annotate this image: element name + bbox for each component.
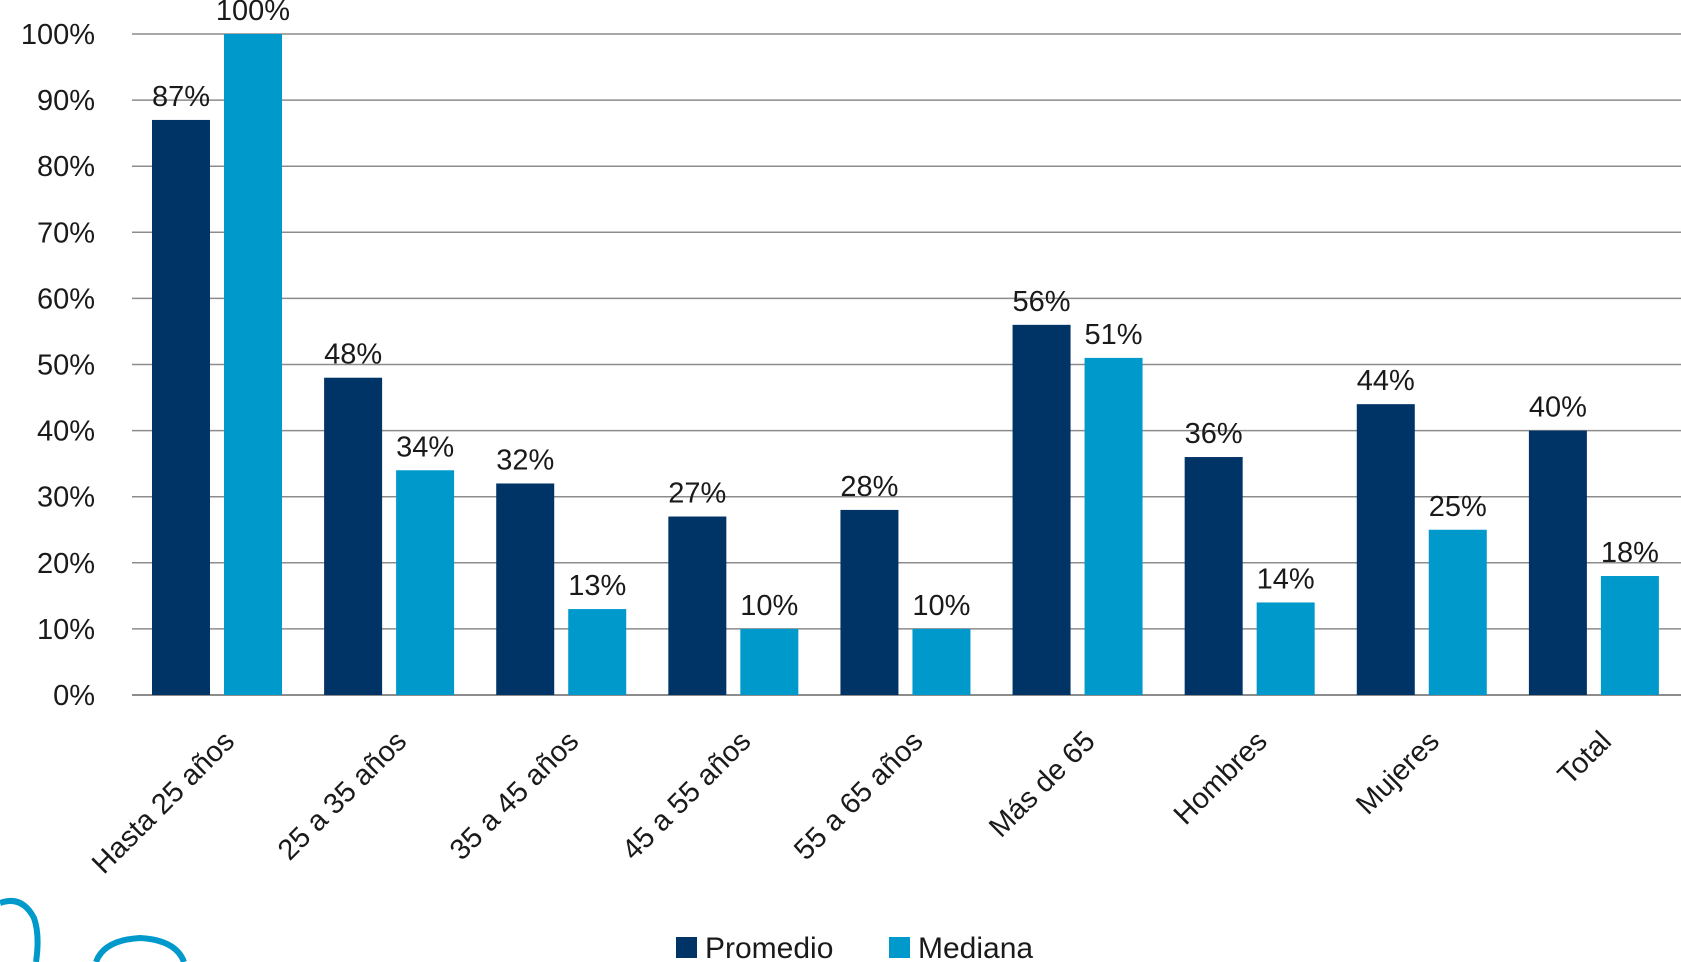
bar-mediana-mujeres xyxy=(1428,529,1487,695)
bar-promedio-total xyxy=(1528,430,1587,695)
y-tick-label: 10% xyxy=(37,614,95,646)
category-label-total: Total xyxy=(1552,725,1618,791)
data-label-mediana-total: 18% xyxy=(1601,537,1659,569)
category-label-45-a-55-anos: 45 a 55 años xyxy=(616,725,757,866)
y-tick-label: 50% xyxy=(37,350,95,382)
data-label-mediana-hasta-25-anos: 100% xyxy=(216,0,290,27)
category-label-25-a-35-anos: 25 a 35 años xyxy=(272,725,413,866)
bar-promedio-mujeres xyxy=(1356,404,1415,695)
bar-mediana-hasta-25-anos xyxy=(224,34,282,695)
bar-promedio-hombres xyxy=(1184,457,1243,695)
data-label-mediana-mas-de-65: 51% xyxy=(1085,319,1143,351)
bar-promedio-mas-de-65 xyxy=(1012,324,1071,695)
y-axis-ticks: 0% 10% 20% 30% 40% 50% 60% 70% 80% 90% 100% xyxy=(21,19,95,712)
data-label-mediana-25-a-35-anos: 34% xyxy=(396,431,454,463)
y-tick-label: 90% xyxy=(37,85,95,117)
data-label-mediana-mujeres: 25% xyxy=(1429,491,1487,523)
bar-promedio-25-a-35-anos xyxy=(324,377,383,695)
y-tick-label: 100% xyxy=(21,19,95,51)
data-label-promedio-mujeres: 44% xyxy=(1357,365,1415,397)
data-labels: 87% 100% 48% 34% 32% 13% 27% 10% 28% 10% 56% 51% 36%… xyxy=(152,0,1659,622)
data-label-mediana-35-a-45-anos: 13% xyxy=(568,570,626,602)
logo-arc-icon xyxy=(0,897,41,962)
y-tick-label: 60% xyxy=(37,283,95,315)
bar-mediana-total xyxy=(1600,576,1659,695)
category-label-mujeres: Mujeres xyxy=(1350,725,1446,821)
legend: Promedio Mediana xyxy=(676,932,1033,962)
bar-promedio-45-a-55-anos xyxy=(668,516,727,695)
y-tick-label: 20% xyxy=(37,548,95,580)
legend-label-promedio: Promedio xyxy=(705,932,833,962)
data-label-mediana-45-a-55-anos: 10% xyxy=(740,590,798,622)
category-label-35-a-45-anos: 35 a 45 años xyxy=(444,725,585,866)
legend-swatch-mediana xyxy=(889,937,910,958)
bar-mediana-45-a-55-anos xyxy=(740,628,799,695)
bar-mediana-25-a-35-anos xyxy=(396,470,455,695)
category-label-55-a-65-anos: 55 a 65 años xyxy=(788,725,929,866)
legend-swatch-promedio xyxy=(676,937,697,958)
data-label-promedio-35-a-45-anos: 32% xyxy=(496,444,554,476)
logo-letter-icon xyxy=(93,934,187,962)
bar-mediana-35-a-45-anos xyxy=(568,609,627,695)
brand-logo-icon xyxy=(0,897,187,962)
legend-label-mediana: Mediana xyxy=(918,932,1033,962)
y-tick-label: 30% xyxy=(37,482,95,514)
bar-mediana-mas-de-65 xyxy=(1084,357,1143,695)
category-label-hombres: Hombres xyxy=(1168,725,1274,831)
y-tick-label: 40% xyxy=(37,416,95,448)
data-label-promedio-hombres: 36% xyxy=(1185,418,1243,450)
bar-mediana-hombres xyxy=(1256,602,1315,695)
x-axis-categories: Hasta 25 años 25 a 35 años 35 a 45 años 45 … xyxy=(86,725,1618,880)
data-label-promedio-mas-de-65: 56% xyxy=(1013,286,1071,318)
bar-promedio-hasta-25-anos xyxy=(152,119,210,696)
data-label-promedio-55-a-65-anos: 28% xyxy=(840,471,898,503)
data-label-promedio-total: 40% xyxy=(1529,392,1587,424)
data-label-promedio-hasta-25-anos: 87% xyxy=(152,81,210,113)
bar-promedio-35-a-45-anos xyxy=(496,483,555,695)
y-tick-label: 80% xyxy=(37,151,95,183)
category-label-hasta-25-anos: Hasta 25 años xyxy=(86,725,241,880)
data-label-promedio-45-a-55-anos: 27% xyxy=(668,478,726,510)
gridlines xyxy=(132,33,1681,696)
category-label-mas-de-65: Más de 65 xyxy=(983,725,1101,843)
data-label-mediana-55-a-65-anos: 10% xyxy=(912,590,970,622)
data-label-mediana-hombres: 14% xyxy=(1257,563,1315,595)
bar-mediana-55-a-65-anos xyxy=(912,628,971,695)
y-tick-label: 0% xyxy=(53,680,95,712)
data-label-promedio-25-a-35-anos: 48% xyxy=(324,339,382,371)
y-tick-label: 70% xyxy=(37,217,95,249)
bars xyxy=(152,34,1659,696)
bar-promedio-55-a-65-anos xyxy=(840,509,899,695)
